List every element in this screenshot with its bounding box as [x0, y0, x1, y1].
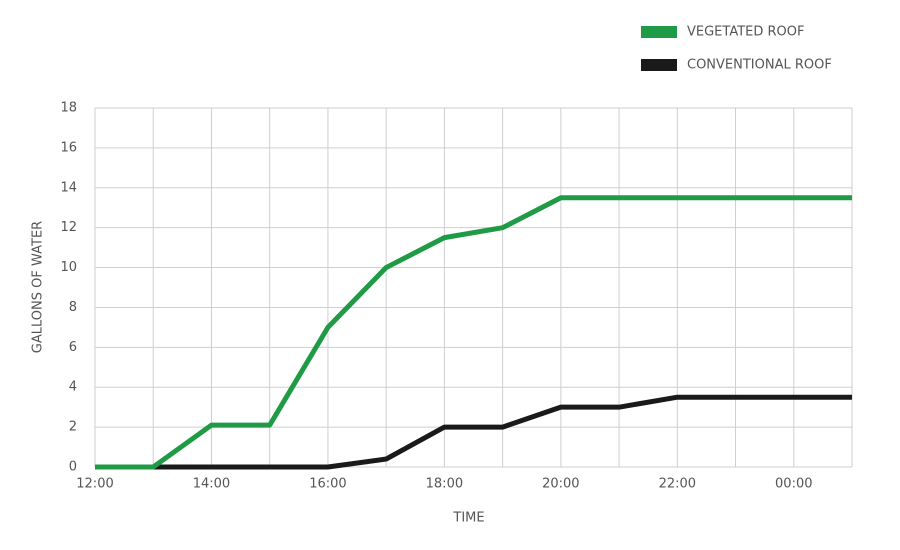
- x-tick-label: 20:00: [542, 477, 579, 492]
- x-tick-label: 22:00: [659, 477, 696, 492]
- legend-label: CONVENTIONAL ROOF: [687, 58, 832, 73]
- y-tick-label: 8: [69, 300, 77, 315]
- y-tick-label: 18: [60, 101, 77, 116]
- y-axis-label: GALLONS OF WATER: [31, 221, 46, 353]
- y-tick-label: 10: [60, 260, 77, 275]
- y-tick-label: 6: [69, 340, 77, 355]
- y-tick-label: 0: [69, 460, 77, 475]
- y-tick-label: 16: [60, 140, 77, 155]
- legend-swatch: [641, 26, 677, 38]
- x-tick-label: 18:00: [426, 477, 463, 492]
- x-tick-label: 16:00: [309, 477, 346, 492]
- y-tick-label: 2: [69, 420, 77, 435]
- legend-label: VEGETATED ROOF: [687, 25, 804, 40]
- x-tick-label: 12:00: [76, 477, 113, 492]
- x-tick-label: 00:00: [775, 477, 812, 492]
- y-tick-label: 14: [60, 180, 77, 195]
- data-line: [95, 394, 852, 470]
- y-tick-label: 12: [60, 220, 77, 235]
- x-tick-label: 14:00: [193, 477, 230, 492]
- data-line: [95, 195, 852, 470]
- x-axis-label: TIME: [452, 511, 484, 526]
- legend-swatch: [641, 59, 677, 71]
- y-tick-label: 4: [69, 380, 77, 395]
